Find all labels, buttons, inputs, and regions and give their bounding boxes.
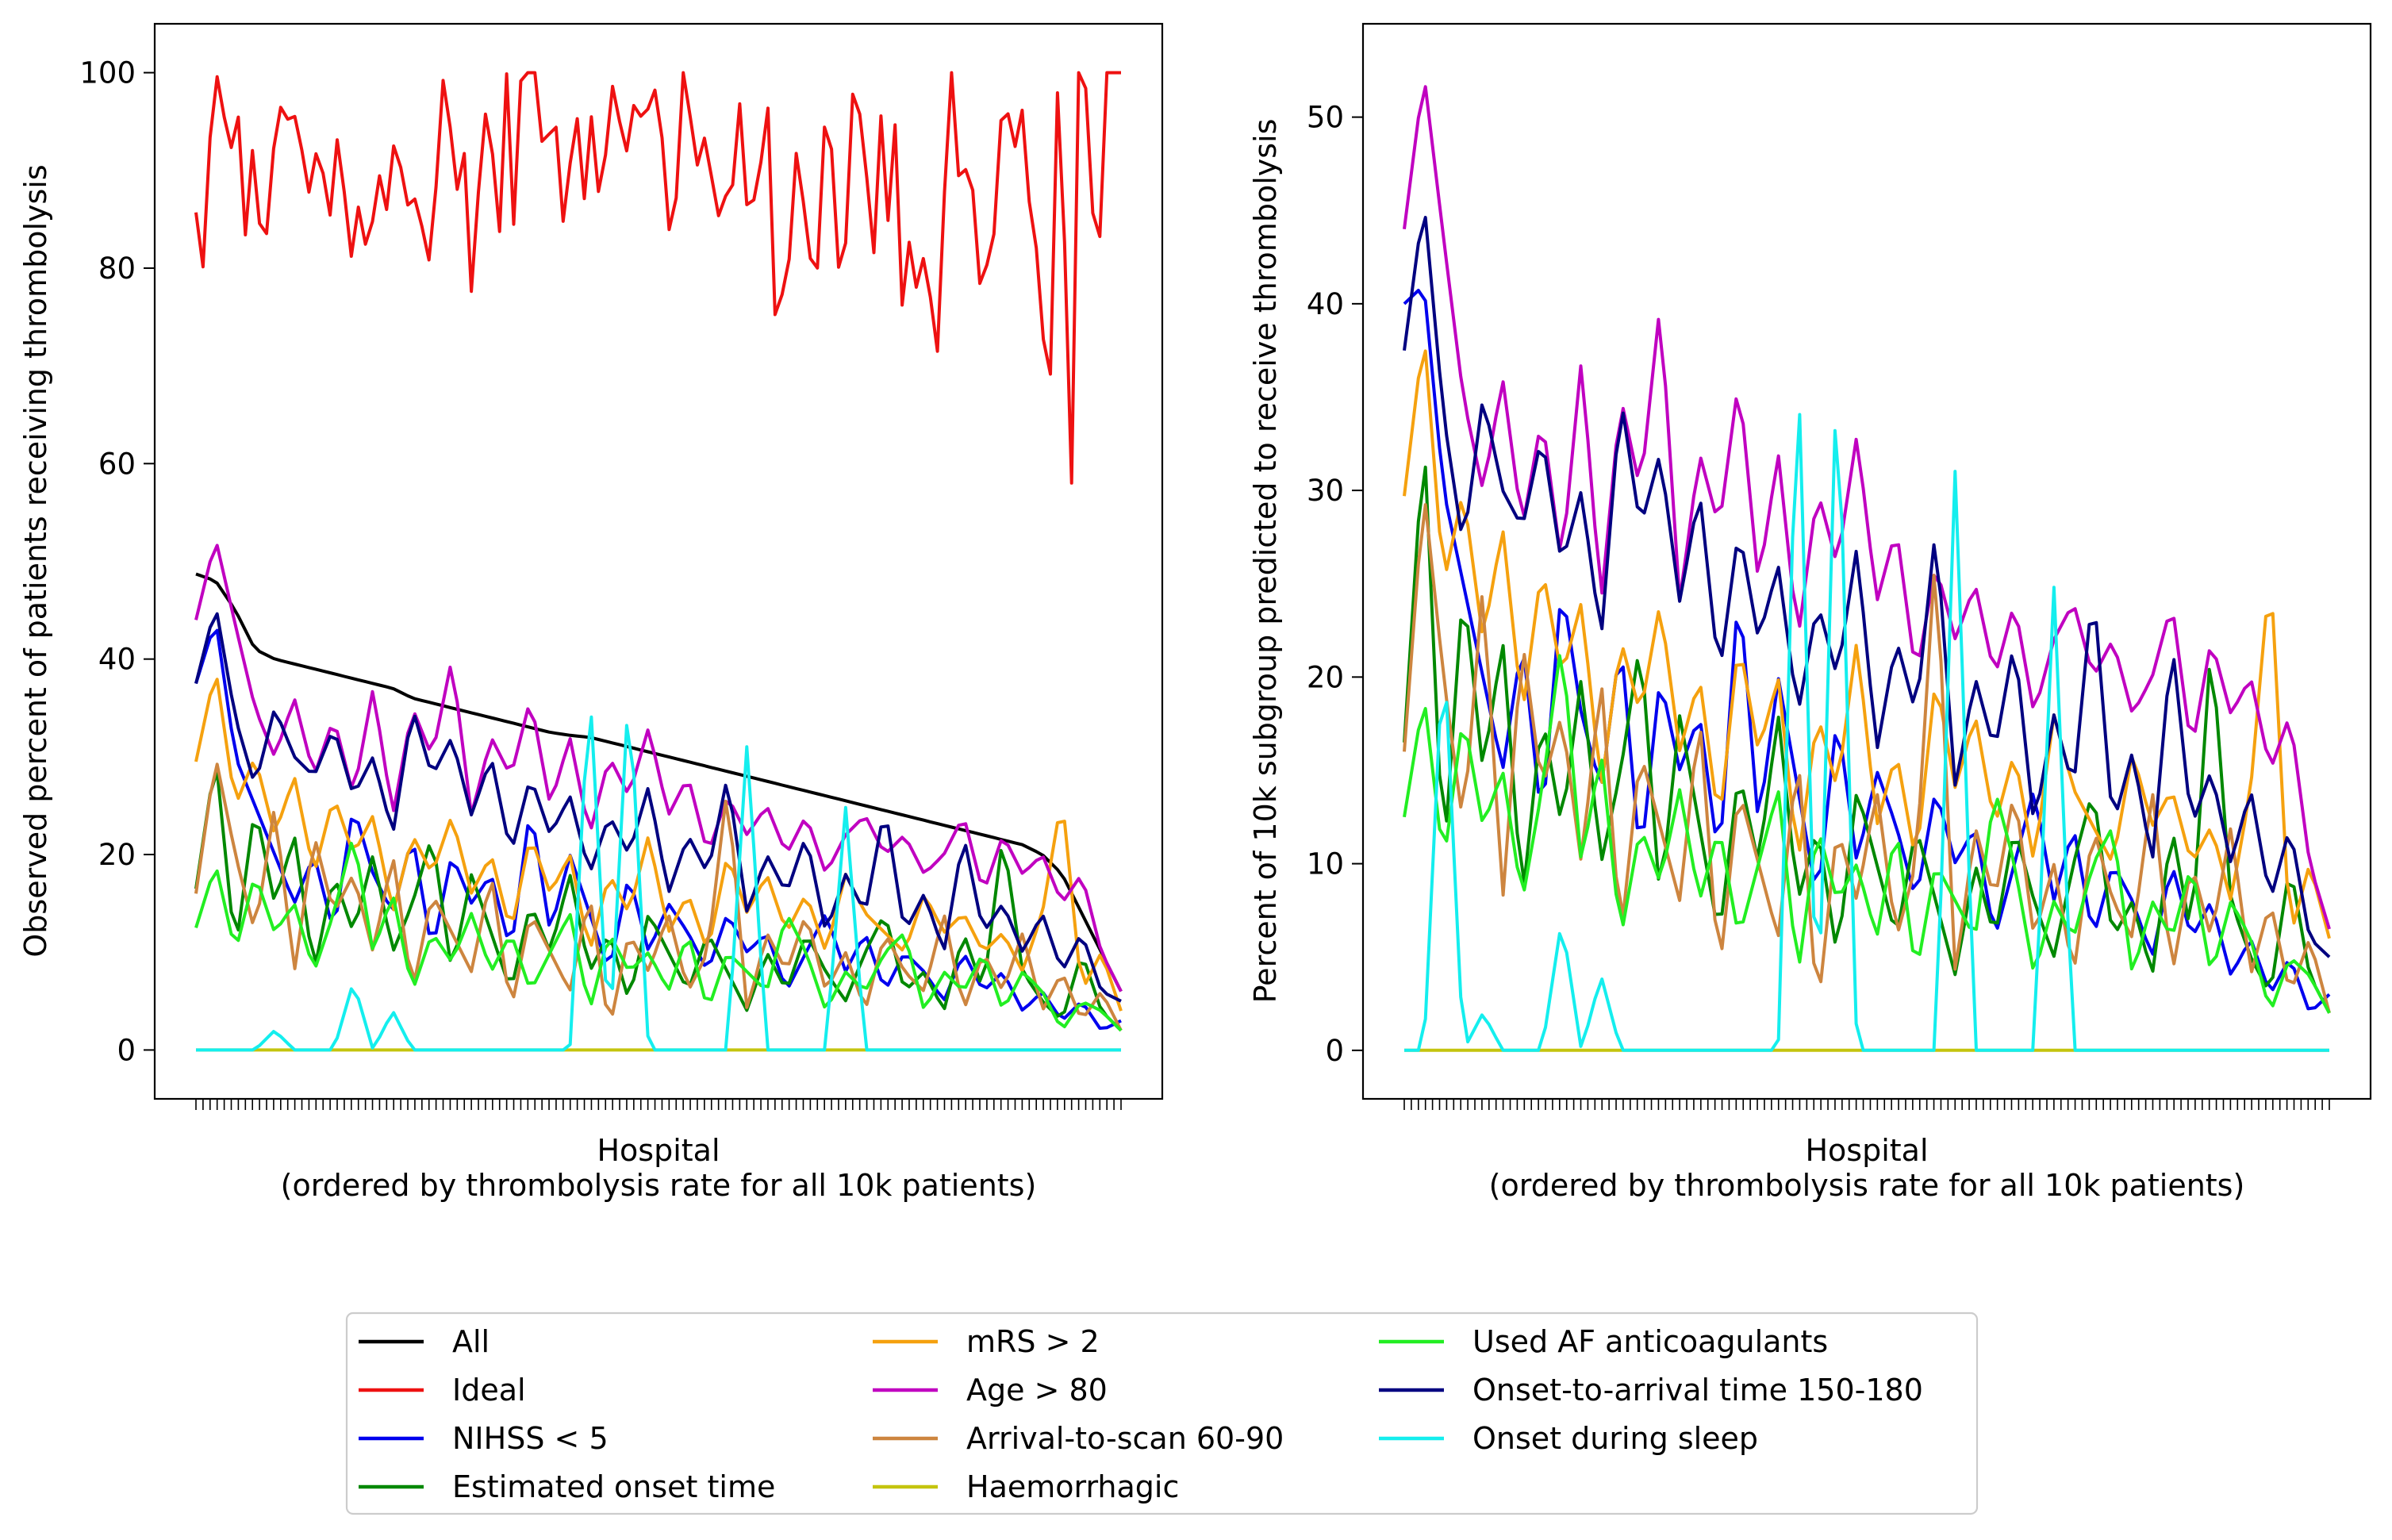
right-y-axis-label: Percent of 10k subgroup predicted to rec… — [1248, 119, 1283, 1004]
legend-label-onset-to-arrival-time-150-180: Onset-to-arrival time 150-180 — [1472, 1373, 1923, 1408]
left-y-tick-label: 60 — [98, 447, 136, 481]
left-y-tick-label: 20 — [98, 838, 136, 872]
legend-label-haemorrhagic: Haemorrhagic — [966, 1469, 1179, 1504]
legend-label-estimated-onset-time: Estimated onset time — [452, 1469, 775, 1504]
right-x-axis-label-line1: Hospital — [1805, 1133, 1928, 1168]
right-y-tick-label: 20 — [1307, 660, 1344, 694]
legend-label-arrival-to-scan-60-90: Arrival-to-scan 60-90 — [966, 1421, 1284, 1456]
legend: All Ideal NIHSS < 5 Estimated onset time mRS… — [347, 1313, 1977, 1514]
legend-label-ideal: Ideal — [452, 1373, 526, 1408]
left-x-axis-label-line1: Hospital — [597, 1133, 720, 1168]
right-y-tick-label: 50 — [1307, 101, 1344, 135]
legend-label-used-af-anticoagulants: Used AF anticoagulants — [1472, 1324, 1828, 1359]
left-y-tick-label: 100 — [79, 56, 136, 90]
left-y-tick-label: 80 — [98, 252, 136, 286]
left-y-tick-label: 40 — [98, 643, 136, 677]
right-y-tick-label: 40 — [1307, 287, 1344, 321]
right-y-tick-label: 10 — [1307, 847, 1344, 881]
left-y-axis-label: Observed percent of patients receiving t… — [18, 164, 53, 957]
legend-label-all: All — [452, 1324, 490, 1359]
right-x-axis-label-line2: (ordered by thrombolysis rate for all 10… — [1489, 1168, 2245, 1203]
right-y-tick-label: 30 — [1307, 474, 1344, 508]
left-x-axis-label-line2: (ordered by thrombolysis rate for all 10… — [281, 1168, 1037, 1203]
legend-label-age-80: Age > 80 — [966, 1373, 1108, 1408]
right-y-tick-label: 0 — [1325, 1034, 1344, 1068]
legend-label-onset-during-sleep: Onset during sleep — [1472, 1421, 1758, 1456]
legend-label-mrs-2: mRS > 2 — [966, 1324, 1100, 1359]
legend-label-nihss-5: NIHSS < 5 — [452, 1421, 609, 1456]
left-y-tick-label: 0 — [117, 1033, 136, 1067]
